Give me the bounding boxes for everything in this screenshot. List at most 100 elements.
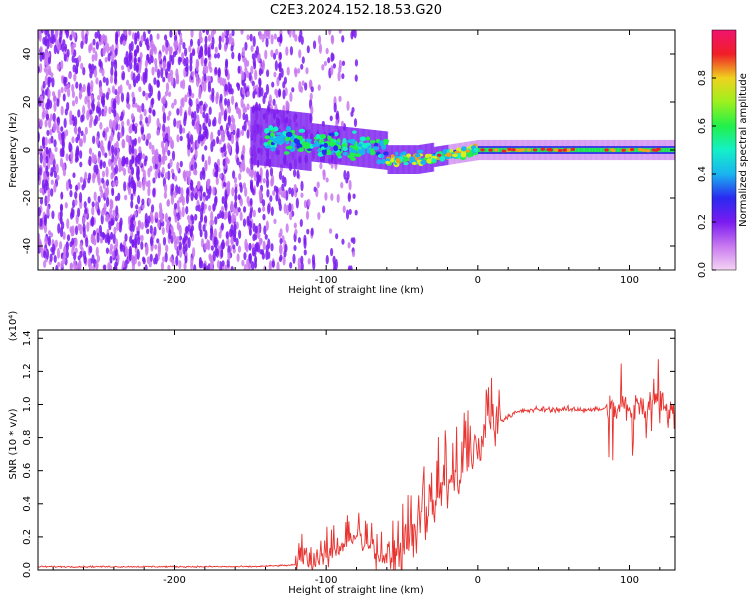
- spectrogram-cell: [292, 253, 296, 264]
- spectrogram-cell: [112, 233, 116, 245]
- spectrogram-cell: [79, 138, 84, 147]
- spectrogram-cell: [252, 35, 256, 47]
- colorbar-tick-label: 0.4: [697, 166, 708, 182]
- spectrogram-cell: [342, 146, 348, 152]
- spectrogram-cell: [38, 238, 42, 248]
- spectrogram-cell: [633, 147, 636, 153]
- spectrogram-cell: [139, 113, 143, 122]
- spectrogram-cell: [77, 223, 81, 231]
- spectrogram-cell: [89, 71, 93, 79]
- spectrogram-cell: [89, 109, 93, 115]
- spectrogram-cell: [231, 37, 235, 47]
- spectrogram-cell: [207, 46, 211, 58]
- spectrogram-cell: [39, 218, 43, 227]
- spectrogram-cell: [154, 64, 158, 73]
- spectrogram-cell: [62, 93, 66, 102]
- spectrogram-cell: [212, 186, 216, 196]
- spectrogram-cell: [199, 45, 204, 53]
- spectrogram-cell: [162, 256, 166, 263]
- spectrogram-cell: [203, 263, 207, 270]
- spectrogram-cell: [227, 105, 231, 114]
- spectrogram-cell: [552, 147, 555, 153]
- spectrogram-cell: [164, 90, 169, 97]
- spectrogram-cell: [42, 138, 46, 149]
- spectrogram-cell: [52, 123, 56, 132]
- spectrogram-cell: [190, 30, 194, 38]
- spectrogram-cell: [130, 113, 135, 121]
- spectrogram-cell: [61, 138, 65, 147]
- spectrogram-cell: [69, 241, 73, 248]
- spectrogram-cell: [38, 167, 42, 175]
- spectrogram-cell: [214, 195, 218, 204]
- spectrogram-cell: [298, 49, 302, 59]
- spectrogram-cell: [185, 205, 189, 215]
- spectrogram-cell: [140, 126, 145, 134]
- colorbar-tick-label: 0.8: [697, 70, 708, 86]
- spectrogram-cell: [279, 237, 283, 245]
- spectrogram-cell: [262, 178, 266, 184]
- spectrogram-cell: [325, 254, 329, 265]
- spectrogram-cell: [134, 102, 138, 108]
- spectrogram-cell: [112, 209, 116, 217]
- spectrogram-cell: [109, 74, 114, 84]
- spectrogram-cell: [110, 231, 114, 240]
- spectrogram-cell: [205, 112, 209, 124]
- spectrogram-cell: [71, 136, 75, 144]
- spectrogram-cell: [124, 233, 128, 242]
- x-tick-label: -100: [315, 275, 338, 286]
- spectrogram-cell: [158, 202, 163, 211]
- spectrogram-cell: [263, 30, 268, 40]
- spectrogram-cell: [182, 169, 187, 180]
- spectrogram-cell: [111, 85, 116, 94]
- spectrogram-cell: [213, 239, 217, 248]
- spectrogram-cell: [44, 75, 48, 86]
- spectrogram-cell: [198, 257, 202, 266]
- spectrogram-cell: [431, 158, 436, 163]
- spectrogram-cell: [403, 156, 409, 162]
- spectrogram-cell: [276, 261, 280, 270]
- spectrogram-cell: [316, 181, 320, 189]
- spectrogram-cell: [102, 130, 106, 138]
- spectrogram-cell: [377, 130, 380, 169]
- spectrogram-cell: [167, 264, 171, 270]
- spectrogram-cell: [191, 92, 195, 99]
- spectrogram-cell: [161, 155, 165, 162]
- spectrogram-cell: [136, 179, 140, 188]
- spectrogram-cell: [165, 82, 170, 93]
- spectrogram-cell: [73, 251, 77, 261]
- spectrogram-cell: [183, 261, 187, 270]
- spectrogram-cell: [114, 71, 118, 80]
- spectrogram-cell: [353, 118, 358, 128]
- spectrogram-cell: [409, 156, 416, 162]
- spectrogram-cell: [230, 266, 234, 270]
- spectrogram-cell: [323, 60, 327, 67]
- spectrogram-cell: [110, 172, 114, 180]
- spectrogram-cell: [84, 126, 88, 135]
- spectrogram-cell: [580, 147, 583, 153]
- spectrogram-cell: [323, 142, 328, 148]
- spectrogram-cell: [301, 140, 306, 147]
- spectrogram-cell: [634, 147, 637, 153]
- spectrogram-cell: [486, 147, 489, 153]
- spectrogram-cell: [505, 147, 508, 153]
- spectrogram-cell: [141, 134, 145, 141]
- spectrogram-cell: [96, 254, 101, 263]
- spectrogram-cell: [621, 148, 626, 152]
- spectrogram-cell: [197, 190, 201, 198]
- spectrogram-cell: [107, 52, 111, 62]
- spectrogram-cell: [237, 245, 242, 253]
- spectrogram-cell: [119, 84, 123, 94]
- spectrogram-cell: [166, 219, 170, 226]
- spectrogram-cell: [329, 140, 334, 147]
- spectrogram-cell: [109, 264, 113, 270]
- spectrogram-cell: [147, 132, 151, 140]
- spectrogram-cell: [193, 264, 197, 270]
- spectrogram-cell: [278, 64, 282, 73]
- spectrogram-cell: [74, 63, 79, 75]
- spectrogram-cell: [39, 95, 43, 101]
- spectrogram-cell: [286, 66, 290, 76]
- spectrogram-cell: [165, 244, 169, 253]
- spectrogram-cell: [114, 147, 118, 156]
- spectrogram-cell: [244, 67, 248, 73]
- spectrogram-cell: [83, 255, 87, 265]
